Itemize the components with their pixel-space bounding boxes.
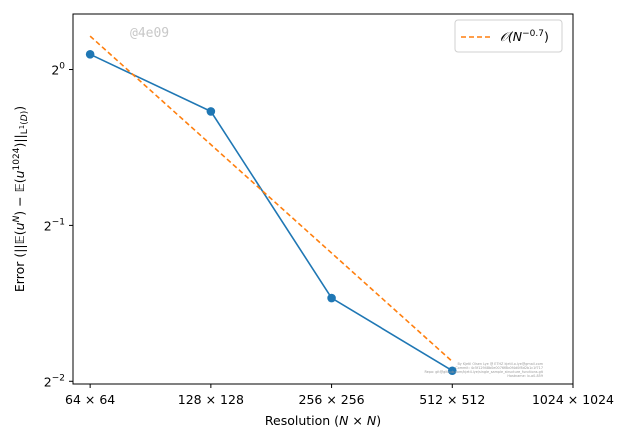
- y-axis-ticks: 2−2 2−1 20: [44, 62, 73, 389]
- legend-box: [454, 19, 563, 53]
- reference-slope-line: [89, 35, 453, 363]
- legend-label-reference: 𝒪(N−0.7): [500, 29, 549, 44]
- plot-area: [72, 13, 574, 385]
- x-axis-ticks: 64 × 64 128 × 128 256 × 256 512 × 512 1024 ×…: [65, 384, 614, 407]
- x-axis-label: Resolution (N × N): [265, 413, 381, 428]
- legend: 𝒪(N−0.7): [454, 19, 563, 53]
- error-series-line: [89, 53, 453, 372]
- data-point: [206, 107, 216, 116]
- y-tick-label: 2−2: [44, 373, 65, 389]
- data-point: [327, 293, 336, 303]
- x-tick-label: 1024 × 1024: [532, 392, 614, 407]
- data-point: [85, 50, 95, 59]
- credits-line-2: Commit: 4c5f12948b0e0076f8b0f4d0f8d2b1c1…: [455, 366, 543, 370]
- x-tick-label: 64 × 64: [65, 392, 115, 407]
- y-tick-label: 20: [51, 62, 65, 78]
- credits-line-3: Repo: git@github.com/kjetil-lye/single_s…: [425, 370, 544, 374]
- watermark: @4e09: [130, 26, 169, 41]
- credits-line-1: By Kjetil Olsen Lye @ ETHZ kjetil.o.lye@…: [457, 362, 543, 366]
- y-tick-label: 2−1: [44, 217, 65, 233]
- credits-line-4: Hostname: lx-a0-859: [507, 374, 543, 378]
- x-tick-label: 128 × 128: [178, 392, 244, 407]
- y-axis-label: Error (||𝔼(uN) − 𝔼(u1024)||L1(D)): [12, 106, 30, 292]
- x-tick-label: 512 × 512: [419, 392, 485, 407]
- credits-block: By Kjetil Olsen Lye @ ETHZ kjetil.o.lye@…: [425, 362, 544, 378]
- data-point: [447, 366, 457, 376]
- x-tick-label: 256 × 256: [299, 392, 365, 407]
- chart-marks: [85, 35, 457, 376]
